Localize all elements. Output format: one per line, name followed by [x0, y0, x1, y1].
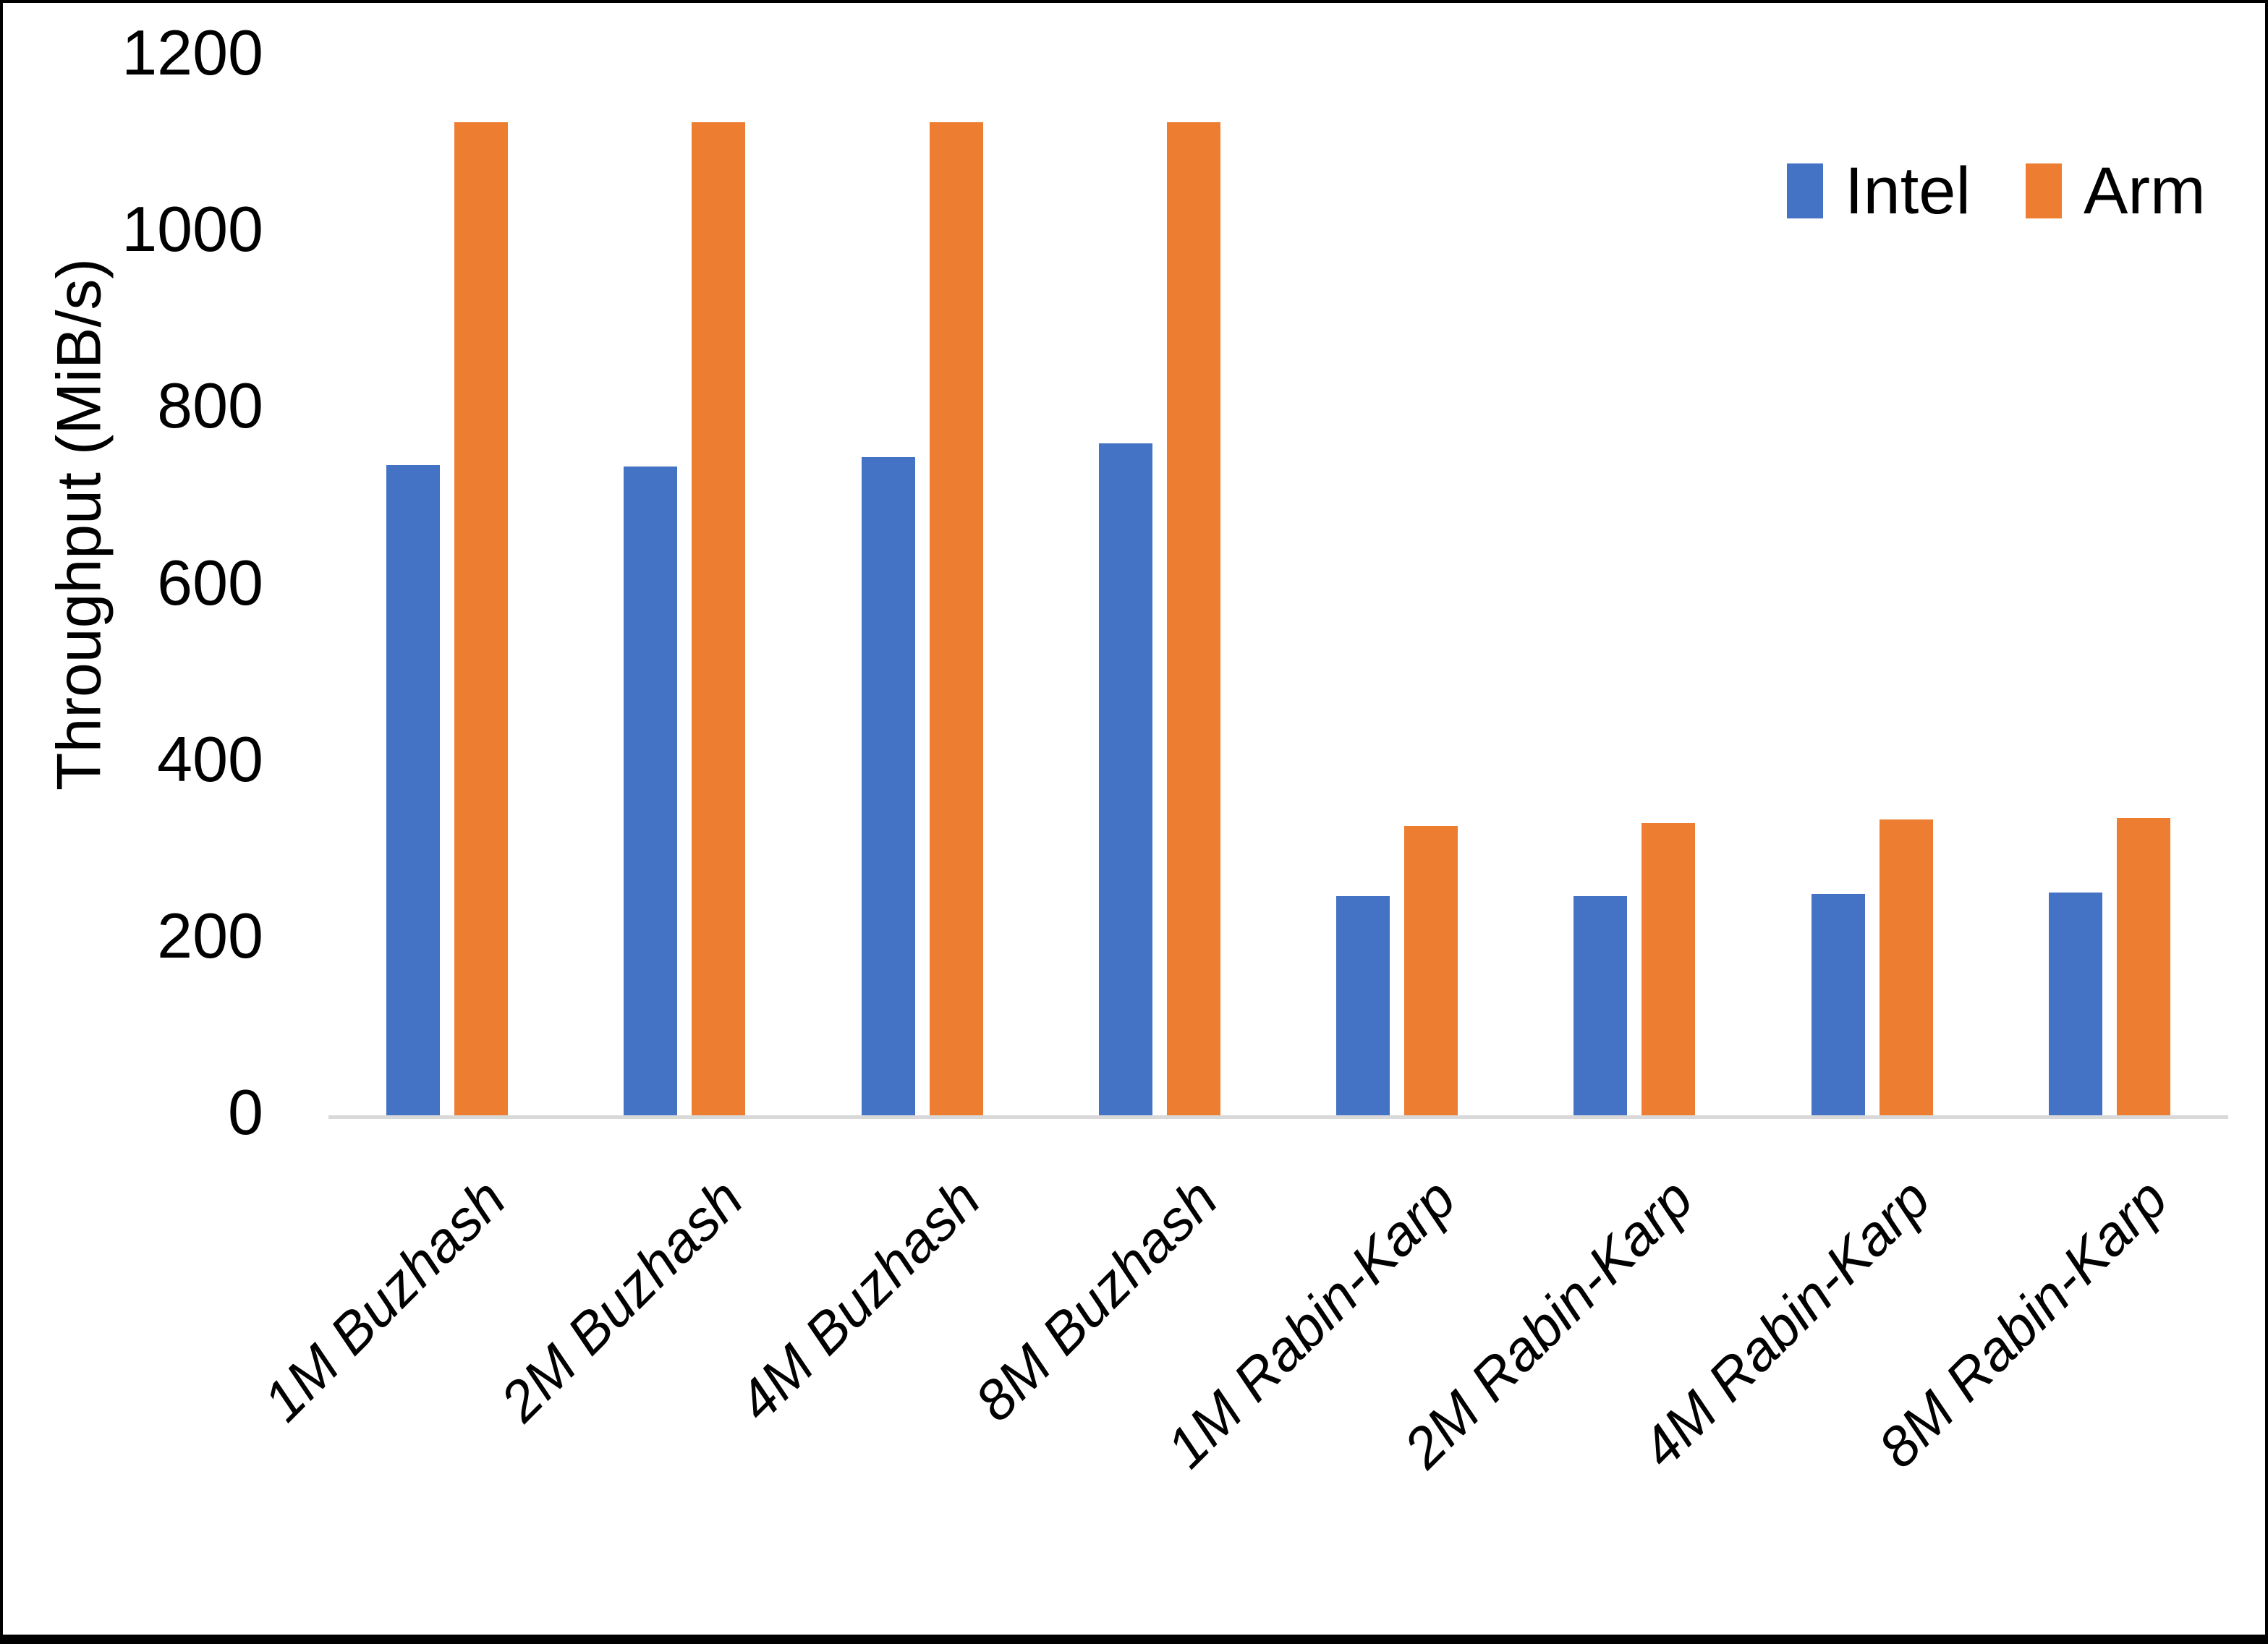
y-axis-title: Throughput (MiB/s)	[44, 257, 114, 791]
y-tick-label-400: 400	[157, 723, 263, 795]
bar-intel-8m-rabin-karp	[2048, 893, 2102, 1115]
y-tick-label-1000: 1000	[122, 193, 263, 265]
bar-arm-4m-buzhash	[929, 122, 983, 1115]
y-tick-label-200: 200	[157, 899, 263, 971]
arm-legend-label: Arm	[2084, 154, 2206, 228]
intel-legend-swatch	[1787, 163, 1823, 218]
bar-intel-4m-rabin-karp	[1811, 894, 1865, 1115]
bar-intel-1m-rabin-karp	[1336, 896, 1390, 1115]
y-tick-label-600: 600	[157, 546, 263, 618]
x-axis-line	[328, 1115, 2228, 1119]
y-tick-label-0: 0	[228, 1076, 263, 1148]
bar-arm-2m-rabin-karp	[1641, 823, 1696, 1115]
x-category-label-2m-buzhash: 2M Buzhash	[488, 1166, 755, 1434]
intel-legend-label: Intel	[1845, 154, 1971, 228]
bar-arm-8m-rabin-karp	[2116, 818, 2170, 1115]
legend-item-intel: Intel	[1787, 158, 1971, 224]
x-category-label-8m-buzhash: 8M Buzhash	[962, 1166, 1230, 1434]
arm-legend-swatch	[2026, 163, 2062, 218]
x-category-label-1m-buzhash: 1M Buzhash	[250, 1166, 518, 1434]
y-tick-label-800: 800	[157, 370, 263, 442]
bar-intel-2m-rabin-karp	[1573, 896, 1628, 1115]
bar-intel-4m-buzhash	[861, 457, 915, 1115]
bar-intel-2m-buzhash	[624, 467, 678, 1115]
bar-intel-8m-buzhash	[1098, 443, 1152, 1115]
bar-arm-2m-buzhash	[692, 122, 746, 1115]
x-category-label-4m-buzhash: 4M Buzhash	[725, 1166, 993, 1434]
bar-intel-1m-buzhash	[386, 465, 441, 1115]
bar-arm-8m-buzhash	[1166, 122, 1220, 1115]
bar-arm-1m-buzhash	[454, 122, 509, 1115]
legend-item-arm: Arm	[2026, 158, 2206, 224]
y-tick-label-1200: 1200	[122, 16, 263, 88]
bar-arm-4m-rabin-karp	[1879, 819, 1933, 1115]
bar-arm-1m-rabin-karp	[1404, 826, 1458, 1115]
